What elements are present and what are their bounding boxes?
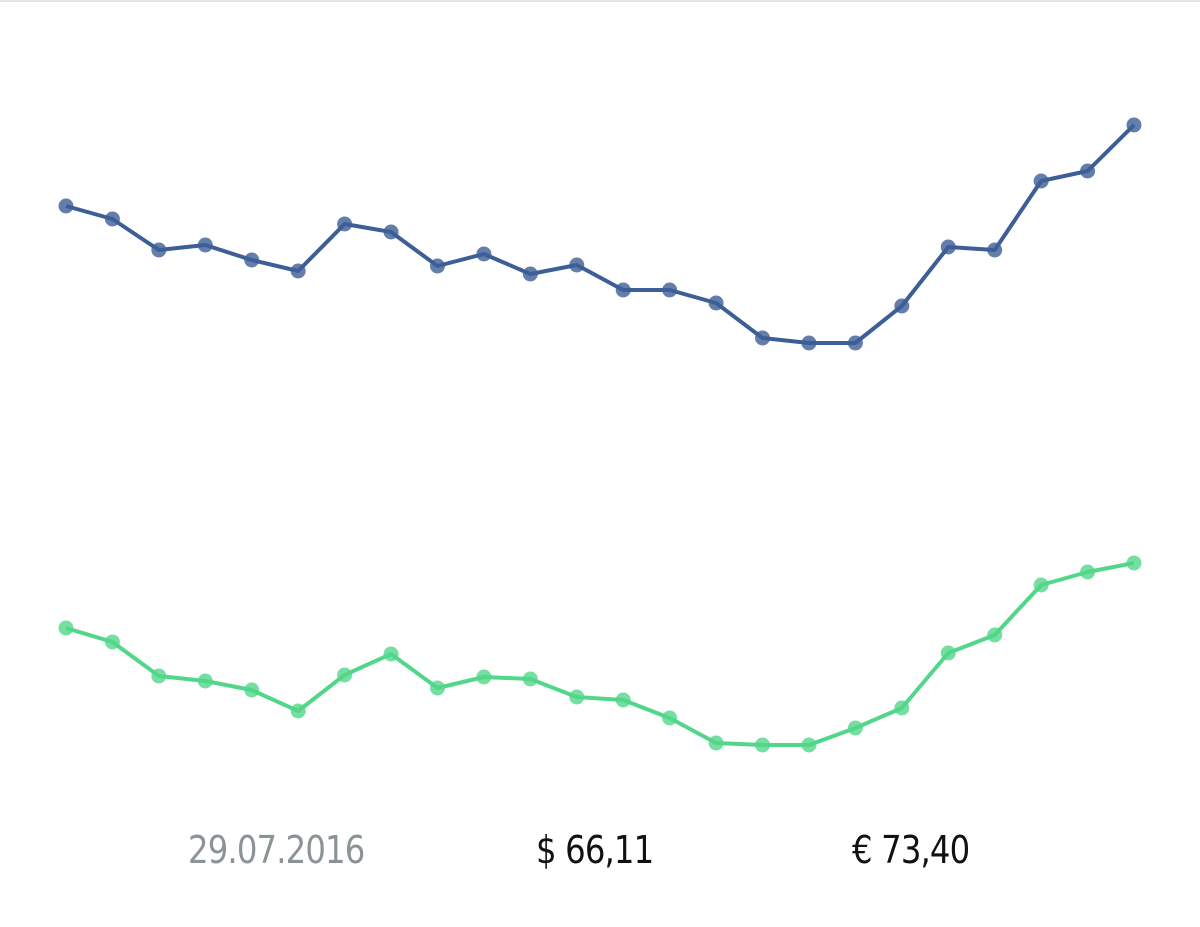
point bbox=[801, 335, 817, 351]
point bbox=[801, 737, 817, 753]
point bbox=[894, 700, 910, 716]
point bbox=[1033, 173, 1049, 189]
point bbox=[755, 330, 771, 346]
eur-price: € 73,40 bbox=[852, 828, 970, 872]
point bbox=[429, 680, 445, 696]
point bbox=[383, 224, 399, 240]
point bbox=[847, 335, 863, 351]
point bbox=[522, 671, 538, 687]
point bbox=[522, 266, 538, 282]
point bbox=[151, 668, 167, 684]
point bbox=[615, 692, 631, 708]
point bbox=[476, 669, 492, 685]
point bbox=[662, 282, 678, 298]
point bbox=[708, 295, 724, 311]
point bbox=[708, 735, 724, 751]
point bbox=[383, 646, 399, 662]
point bbox=[894, 298, 910, 314]
point bbox=[290, 263, 306, 279]
point bbox=[987, 242, 1003, 258]
point bbox=[337, 667, 353, 683]
point bbox=[1126, 555, 1142, 571]
point bbox=[58, 198, 74, 214]
point bbox=[244, 682, 260, 698]
point bbox=[662, 710, 678, 726]
point bbox=[151, 242, 167, 258]
point bbox=[987, 627, 1003, 643]
point bbox=[940, 239, 956, 255]
point bbox=[58, 620, 74, 636]
point bbox=[615, 282, 631, 298]
point bbox=[940, 645, 956, 661]
point bbox=[197, 237, 213, 253]
point bbox=[104, 211, 120, 227]
point bbox=[569, 257, 585, 273]
price-line bbox=[65, 561, 1135, 747]
point bbox=[337, 216, 353, 232]
point bbox=[847, 720, 863, 736]
point bbox=[476, 246, 492, 262]
point bbox=[1080, 564, 1096, 580]
date-label: 29.07.2016 bbox=[188, 828, 365, 872]
price-line bbox=[65, 123, 1136, 345]
point bbox=[755, 737, 771, 753]
point bbox=[1033, 577, 1049, 593]
point bbox=[429, 258, 445, 274]
point bbox=[1126, 117, 1142, 133]
point bbox=[104, 634, 120, 650]
point bbox=[290, 703, 306, 719]
point bbox=[569, 689, 585, 705]
point bbox=[244, 252, 260, 268]
point bbox=[197, 673, 213, 689]
point bbox=[1080, 163, 1096, 179]
usd-price: $ 66,11 bbox=[536, 828, 654, 872]
